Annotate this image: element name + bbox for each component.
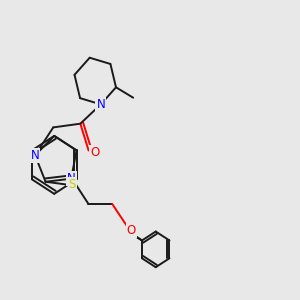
Text: S: S [69,178,76,191]
Text: N: N [96,98,105,111]
Text: O: O [127,224,136,237]
Text: O: O [90,146,99,159]
Text: N: N [31,149,40,162]
Text: N: N [96,98,105,111]
Text: N: N [67,172,76,185]
